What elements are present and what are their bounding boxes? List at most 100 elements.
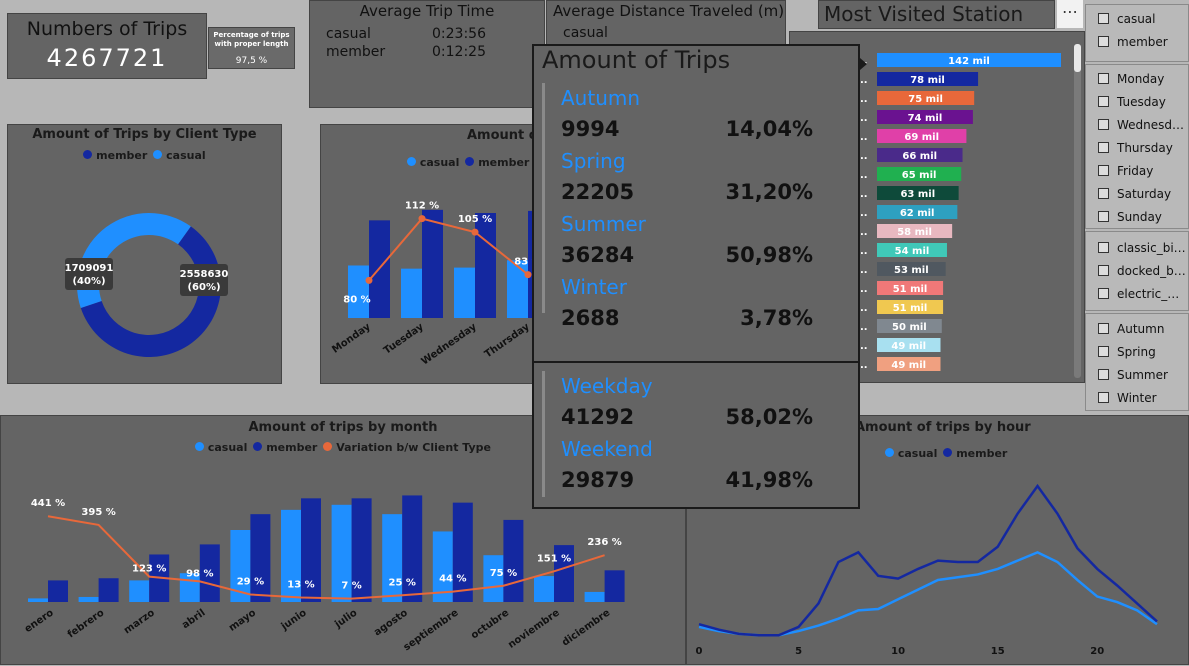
slicer-option[interactable]: Autumn (1086, 317, 1188, 340)
checkbox-icon[interactable] (1098, 288, 1109, 299)
station-bar[interactable] (877, 53, 1061, 67)
weekday-bar-member[interactable] (422, 209, 443, 318)
checkbox-icon[interactable] (1098, 265, 1109, 276)
station-bar[interactable] (877, 72, 979, 86)
station-bar[interactable] (877, 243, 947, 257)
checkbox-icon[interactable] (1098, 165, 1109, 176)
tooltip-count: 41292 (561, 405, 635, 429)
month-bar-member[interactable] (301, 498, 321, 602)
weekday-variation-point[interactable] (418, 215, 426, 223)
proper-length-card: Percentage of trips with proper length 9… (208, 27, 295, 69)
station-bar[interactable] (877, 148, 963, 162)
weekday-bar-member[interactable] (528, 210, 534, 318)
station-bar[interactable] (877, 281, 944, 295)
checkbox-icon[interactable] (1098, 346, 1109, 357)
month-bar-member[interactable] (98, 578, 119, 602)
checkbox-icon[interactable] (1098, 36, 1109, 47)
station-bar[interactable] (877, 110, 973, 124)
slicer-option[interactable]: Wednesd… (1086, 113, 1188, 136)
weekday-variation-point[interactable] (524, 271, 532, 279)
slicer-option[interactable]: Monday (1086, 67, 1188, 90)
station-bar[interactable] (877, 205, 958, 219)
legend-dot-icon (195, 442, 204, 451)
donut-slice-member[interactable] (80, 226, 221, 357)
legend-label: member (266, 441, 318, 454)
checkbox-icon[interactable] (1098, 73, 1109, 84)
slicer-option[interactable]: classic_bi… (1086, 236, 1188, 259)
tooltip-group-values: 29879 41,98% (561, 462, 813, 499)
weekday-bar-casual[interactable] (454, 267, 475, 318)
month-bar-casual[interactable] (331, 504, 352, 602)
month-bar-casual[interactable] (281, 509, 301, 602)
slicer-option[interactable]: Friday (1086, 159, 1188, 182)
station-bar[interactable] (877, 357, 941, 371)
station-bar[interactable] (877, 224, 953, 238)
station-bar[interactable] (877, 129, 967, 143)
hour-tick-label: 10 (891, 646, 905, 657)
slicer-option[interactable]: member (1086, 30, 1188, 53)
checkbox-icon[interactable] (1098, 188, 1109, 199)
month-bar-member[interactable] (48, 580, 68, 602)
station-bar[interactable] (877, 186, 959, 200)
month-bar-casual[interactable] (584, 591, 605, 602)
slicer-option[interactable]: Winter (1086, 386, 1188, 409)
avg-trip-time-card: Average Trip Time casual 0:23:56 member … (309, 0, 545, 108)
month-bar-casual[interactable] (534, 576, 554, 602)
month-bar-casual[interactable] (432, 531, 453, 602)
month-bar-casual[interactable] (129, 580, 150, 602)
month-bar-member[interactable] (452, 502, 473, 602)
more-options-button[interactable]: ⋯ (1057, 0, 1083, 28)
legend-dot-icon (83, 150, 93, 159)
checkbox-icon[interactable] (1098, 142, 1109, 153)
station-title-bar: Most Visited Station (818, 0, 1055, 29)
slicer-option[interactable]: casual (1086, 7, 1188, 30)
station-scrollbar-thumb[interactable] (1074, 44, 1081, 72)
month-bar-member[interactable] (199, 544, 220, 602)
checkbox-icon[interactable] (1098, 392, 1109, 403)
weekday-bar-casual[interactable] (401, 268, 422, 318)
month-bar-casual[interactable] (78, 596, 99, 602)
month-bar-casual[interactable] (230, 530, 251, 602)
station-bar[interactable] (877, 300, 944, 314)
station-bar[interactable] (877, 262, 946, 276)
month-tick-label: marzo (122, 607, 157, 636)
station-label-ellipsis: .. (860, 341, 868, 352)
slicer-option[interactable]: Spring (1086, 340, 1188, 363)
slicer-option[interactable]: Thursday (1086, 136, 1188, 159)
station-bar[interactable] (877, 167, 962, 181)
station-scrollbar[interactable] (1074, 44, 1081, 378)
station-bar[interactable] (877, 338, 941, 352)
donut-slice-casual[interactable] (77, 213, 191, 309)
month-bar-member[interactable] (604, 570, 625, 602)
month-bar-member[interactable] (402, 495, 423, 602)
checkbox-icon[interactable] (1098, 13, 1109, 24)
checkbox-icon[interactable] (1098, 119, 1109, 130)
checkbox-icon[interactable] (1098, 96, 1109, 107)
weekday-bar-casual[interactable] (507, 260, 528, 318)
station-bar[interactable] (877, 319, 942, 333)
month-bar-casual[interactable] (382, 514, 403, 602)
slicer-option[interactable]: Sunday (1086, 205, 1188, 228)
checkbox-icon[interactable] (1098, 369, 1109, 380)
checkbox-icon[interactable] (1098, 323, 1109, 334)
checkbox-icon[interactable] (1098, 211, 1109, 222)
month-bar-member[interactable] (503, 519, 524, 602)
weekday-bar-casual[interactable] (348, 265, 369, 319)
weekday-variation-point[interactable] (365, 276, 373, 284)
slicer-option[interactable]: docked_b… (1086, 259, 1188, 282)
slicer-option[interactable]: Saturday (1086, 182, 1188, 205)
client-type-title: Amount of Trips by Client Type (32, 127, 257, 142)
weekday-variation-point[interactable] (471, 228, 479, 236)
month-bar-casual[interactable] (483, 555, 504, 602)
checkbox-icon[interactable] (1098, 242, 1109, 253)
slicer-option[interactable]: electric_… (1086, 282, 1188, 305)
slicer-option[interactable]: Tuesday (1086, 90, 1188, 113)
weekday-bar-member[interactable] (475, 213, 496, 318)
hour-line-member[interactable] (698, 483, 1158, 637)
month-bar-casual[interactable] (28, 598, 48, 602)
month-bar-member[interactable] (250, 514, 271, 602)
month-bar-member[interactable] (554, 545, 574, 602)
slicer-option[interactable]: Summer (1086, 363, 1188, 386)
station-bar[interactable] (877, 91, 975, 105)
month-bar-member[interactable] (351, 498, 372, 602)
